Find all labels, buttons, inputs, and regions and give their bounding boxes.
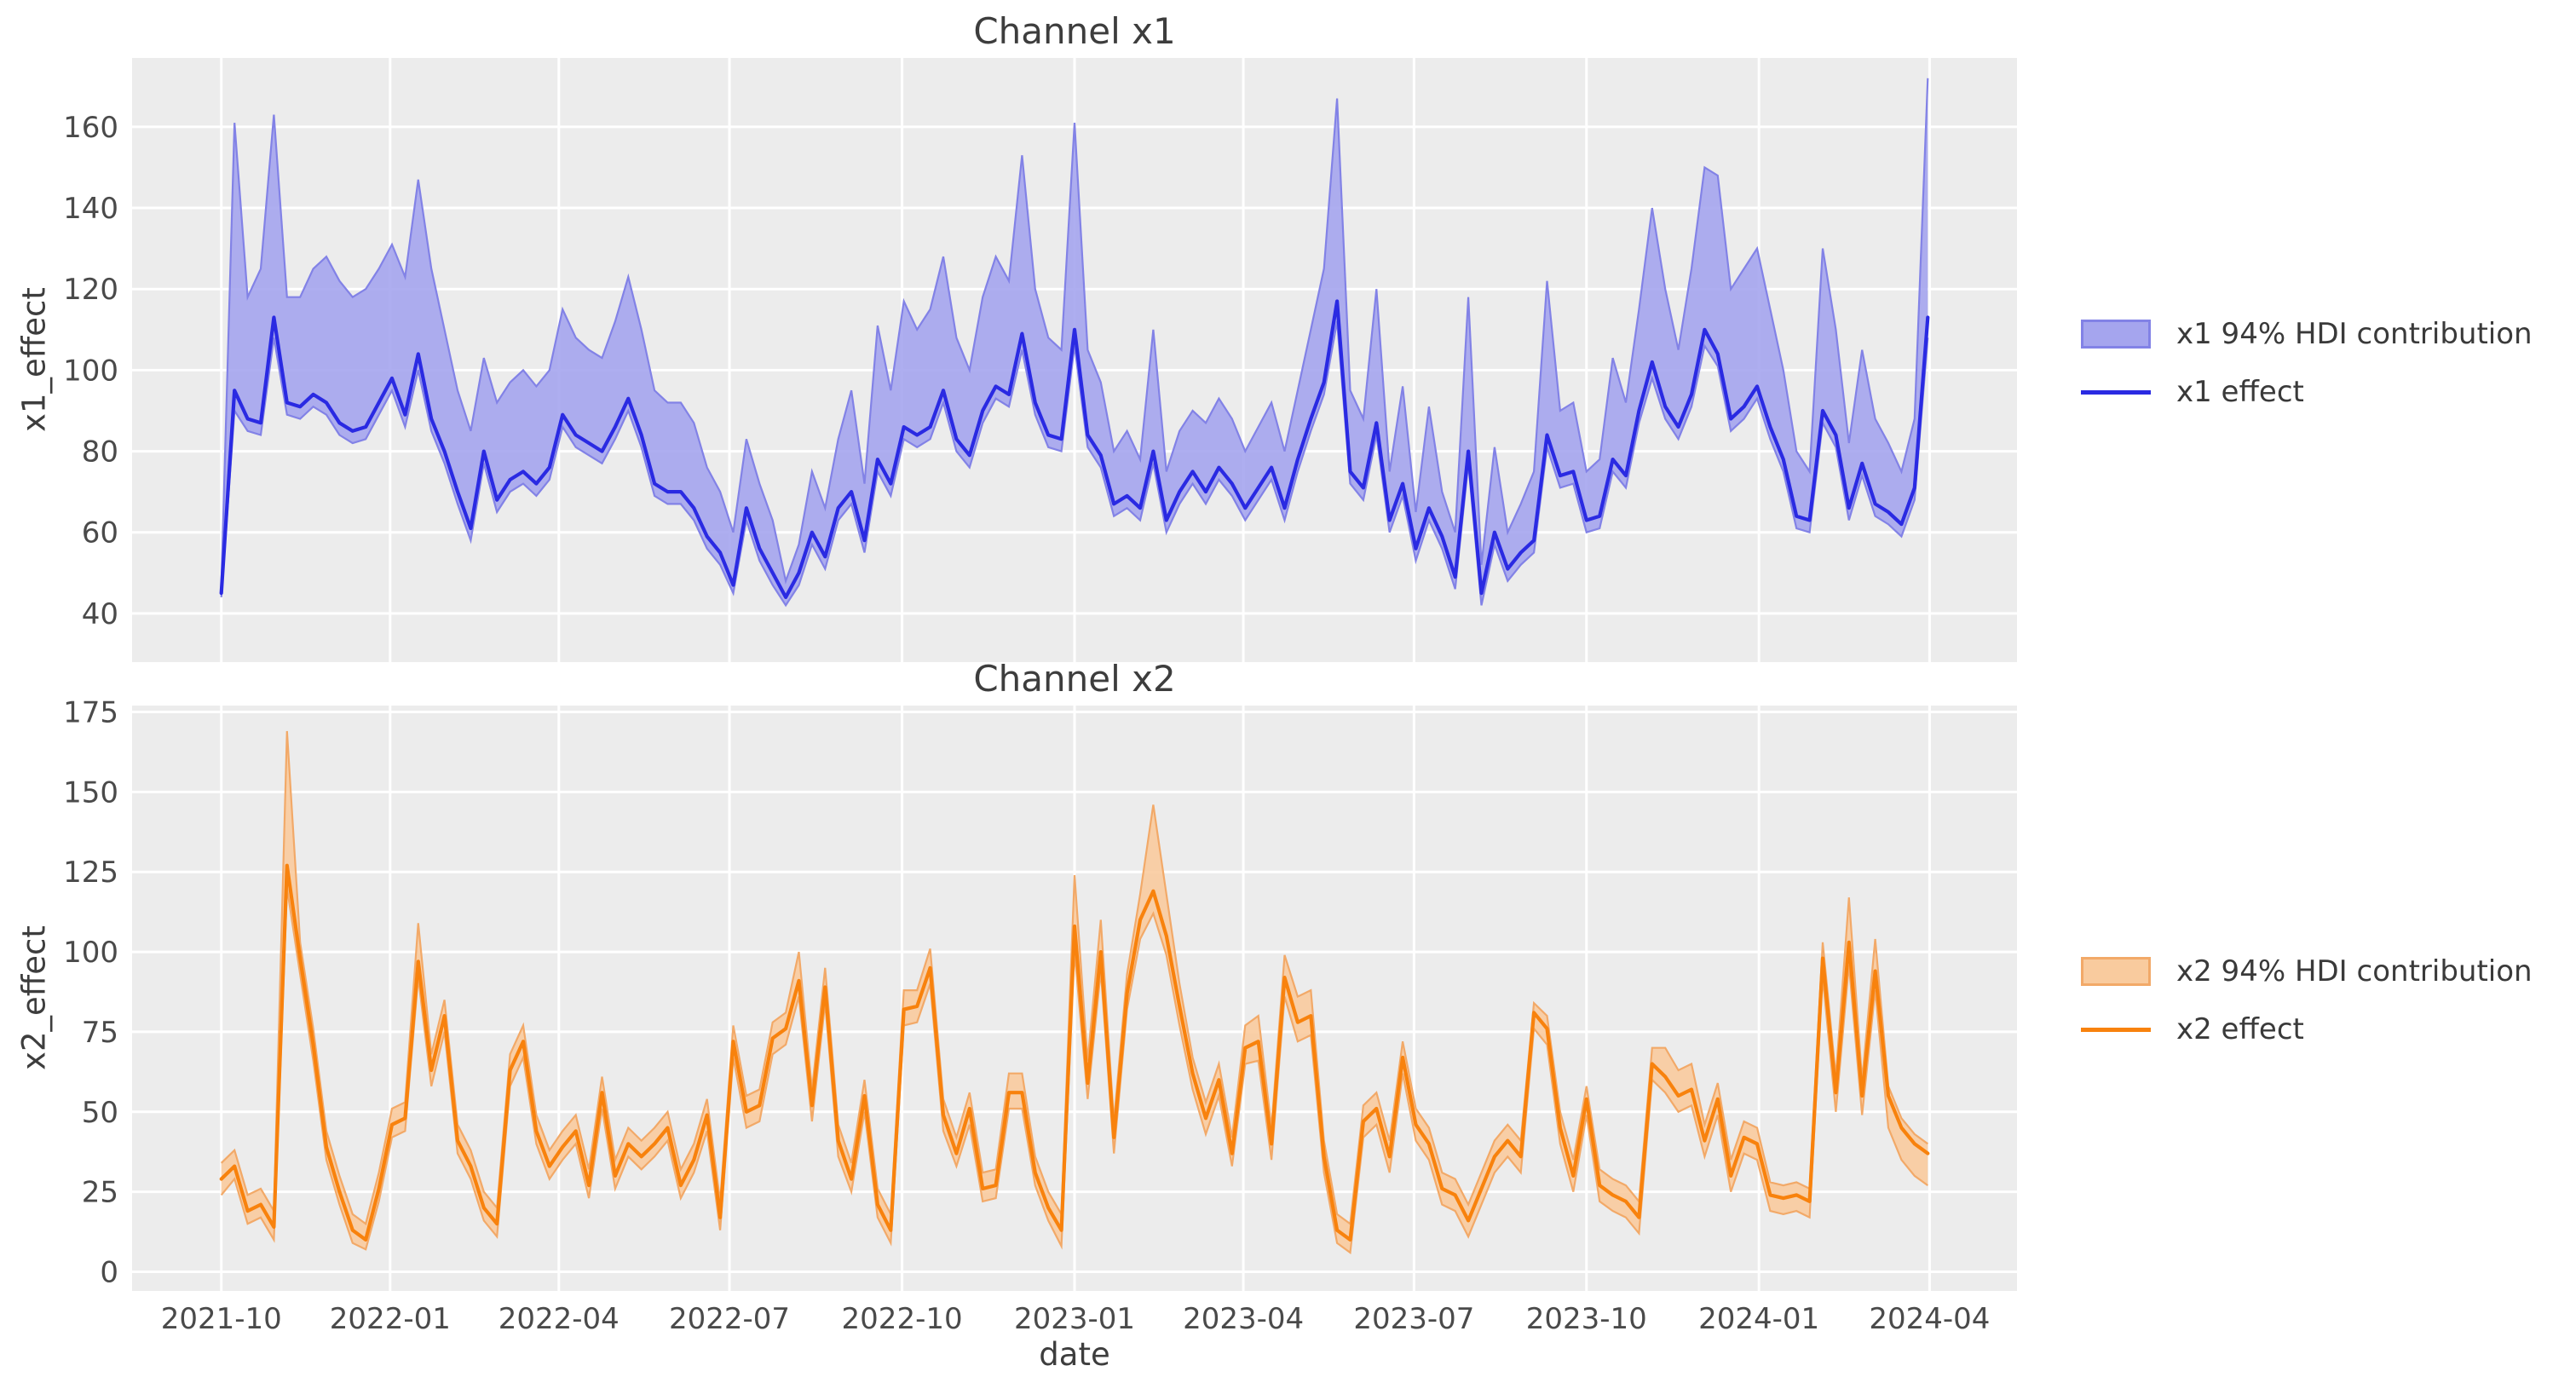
x-tick-label: 2024-04 [1869, 1302, 1990, 1336]
x-tick-label: 2022-01 [330, 1302, 451, 1336]
chart2-y-axis-label: x2_effect [15, 925, 53, 1070]
x1-hdi-band-lower-edge [220, 321, 1929, 608]
x2-effect-line [219, 863, 1930, 1242]
legend-label: x1 effect [2176, 375, 2304, 409]
x2-line-swatch [2081, 1027, 2151, 1032]
x1-y-tick-label: 80 [82, 435, 118, 470]
x2-y-tick-label: 50 [82, 1096, 118, 1130]
chart1-y-axis-label: x1_effect [15, 287, 53, 432]
x2-y-tick-label: 25 [82, 1176, 118, 1210]
legend-row: x2 effect [2081, 1000, 2533, 1058]
legend-label: x2 effect [2176, 1012, 2304, 1046]
x-axis-label: date [1039, 1336, 1110, 1373]
x1-y-tick-label: 160 [63, 111, 118, 145]
x2-y-tick-label: 175 [63, 696, 118, 730]
x-tick-label: 2022-04 [498, 1302, 620, 1336]
legend-row: x2 94% HDI contribution [2081, 942, 2533, 1000]
chart1-title: Channel x1 [973, 10, 1176, 52]
x1-line-swatch [2081, 389, 2151, 395]
x-tick-label: 2023-10 [1526, 1302, 1647, 1336]
x2-y-tick-label: 100 [63, 936, 118, 970]
x1-effect-line [219, 299, 1930, 599]
chart2-legend: x2 94% HDI contribution x2 effect [2081, 942, 2533, 1058]
x1-y-tick-label: 140 [63, 192, 118, 226]
x2-y-tick-label: 125 [63, 856, 118, 890]
chart2-title: Channel x2 [973, 658, 1176, 700]
legend-row: x1 94% HDI contribution [2081, 305, 2533, 363]
legend-label: x2 94% HDI contribution [2176, 954, 2533, 988]
legend-row: x1 effect [2081, 363, 2533, 421]
x-tick-label: 2021-10 [161, 1302, 282, 1336]
x1-y-tick-label: 60 [82, 516, 118, 550]
x1-y-tick-label: 100 [63, 354, 118, 388]
x1-hdi-band-swatch [2081, 320, 2151, 349]
x1-y-tick-label: 40 [82, 597, 118, 631]
chart1-legend: x1 94% HDI contribution x1 effect [2081, 305, 2533, 421]
legend-label: x1 94% HDI contribution [2176, 317, 2533, 351]
x-tick-label: 2022-07 [669, 1302, 790, 1336]
x-tick-label: 2022-10 [842, 1302, 963, 1336]
x2-y-tick-label: 75 [82, 1016, 118, 1050]
x-tick-label: 2023-01 [1014, 1302, 1135, 1336]
x2-hdi-band-swatch [2081, 957, 2151, 986]
x1-y-tick-label: 120 [63, 273, 118, 307]
x-tick-label: 2023-04 [1183, 1302, 1304, 1336]
x-tick-label: 2024-01 [1698, 1302, 1819, 1336]
x2-y-tick-label: 0 [100, 1255, 118, 1289]
x2-y-tick-label: 150 [63, 775, 118, 810]
x-tick-label: 2023-07 [1353, 1302, 1474, 1336]
x1-hdi-band-upper-edge [220, 78, 1929, 585]
